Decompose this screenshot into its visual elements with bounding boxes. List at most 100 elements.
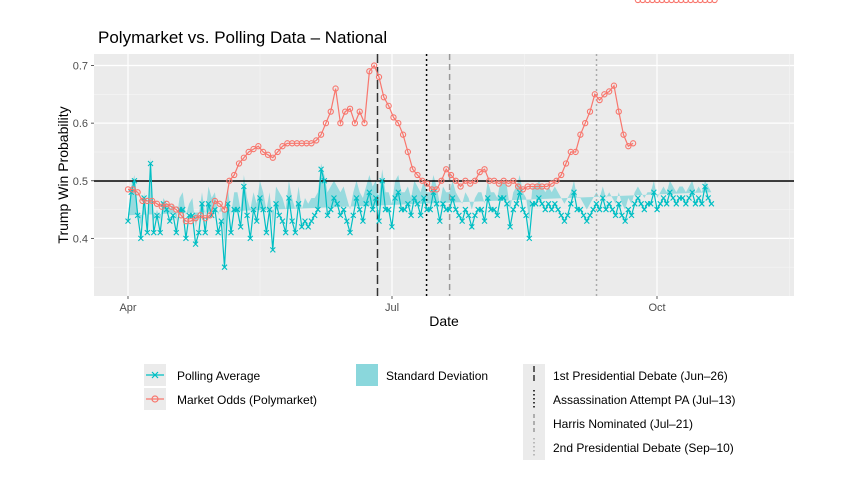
polling-point [289, 218, 296, 224]
polling-point [163, 206, 170, 213]
polling-point [558, 212, 565, 219]
polling-point [244, 212, 250, 219]
polling-point [350, 212, 357, 219]
series-market [124, 0, 718, 225]
polling-point [472, 212, 478, 219]
polling-point [523, 212, 529, 219]
market-point [346, 105, 354, 112]
polling-point [635, 195, 641, 201]
polling-point [609, 206, 616, 213]
market-point [395, 119, 402, 127]
polling-point [128, 189, 135, 196]
polling-point [631, 200, 638, 207]
polling-point [535, 195, 542, 201]
polling-point [215, 229, 221, 236]
polling-point [456, 212, 462, 219]
polling-point [131, 177, 138, 184]
polling-point [250, 206, 257, 213]
polling-point [379, 177, 386, 184]
polling-point [686, 195, 692, 201]
market-point [438, 177, 445, 184]
polling-point [516, 189, 523, 196]
polling-point [507, 223, 514, 230]
polling-point [286, 195, 292, 201]
market-point [274, 148, 281, 156]
legend-label-harris: Harris Nominated (Jul–21) [553, 417, 693, 431]
market-point [495, 180, 503, 187]
polling-point [702, 183, 708, 190]
market-point [562, 160, 570, 167]
polling-point [372, 195, 379, 201]
legend-label-polling: Polling Average [177, 369, 261, 383]
market-point [211, 197, 219, 205]
polling-point [279, 218, 286, 224]
polling-point [520, 206, 526, 213]
polling-point [571, 189, 577, 196]
polling-point [273, 200, 279, 207]
polling-point [376, 218, 382, 224]
polling-point [392, 195, 398, 201]
market-point [380, 94, 387, 101]
polling-point [682, 200, 689, 207]
polling-point [202, 229, 209, 236]
market-point [582, 119, 589, 127]
market-point [216, 200, 223, 207]
market-point [500, 177, 507, 184]
market-point [206, 212, 214, 219]
polling-point [705, 195, 712, 201]
market-point [457, 183, 464, 190]
x-tick-label: Oct [648, 302, 665, 314]
polling-point [468, 223, 475, 230]
polling-point [343, 218, 350, 224]
x-tick-label: Apr [119, 302, 136, 314]
polling-point [689, 189, 696, 196]
chart-title: Polymarket vs. Polling Data – National [98, 28, 387, 47]
market-point [572, 148, 579, 156]
polling-point [440, 200, 446, 207]
market-point [443, 166, 450, 173]
polling-point [221, 264, 228, 271]
market-point [187, 217, 194, 225]
polling-point [436, 218, 443, 224]
market-point [687, 0, 694, 4]
market-point [601, 91, 608, 98]
polling-point [404, 200, 411, 207]
y-tick-label: 0.7 [73, 61, 88, 73]
polling-point [510, 206, 517, 213]
polling-point [430, 189, 437, 196]
polling-point [269, 247, 276, 253]
market-point [245, 148, 252, 156]
polling-point [266, 206, 273, 213]
polling-point [513, 200, 520, 207]
polling-point [561, 218, 568, 224]
polling-point [327, 206, 334, 213]
polling-point [205, 200, 212, 207]
market-point [322, 119, 330, 127]
market-point [423, 180, 431, 187]
y-axis: 0.4 0.5 0.6 0.7 [73, 61, 94, 245]
polling-point [673, 200, 680, 207]
polling-point [427, 206, 434, 213]
polling-point [548, 206, 555, 213]
polling-point [622, 218, 629, 224]
polling-point [708, 200, 715, 207]
market-point [471, 177, 479, 184]
market-point [462, 177, 469, 184]
sd-band [128, 157, 712, 245]
polling-point [212, 206, 218, 213]
polling-point [237, 223, 244, 230]
market-point [163, 200, 170, 207]
polling-point [596, 206, 603, 213]
market-point [264, 151, 272, 158]
polling-point [282, 229, 289, 236]
market-point [682, 0, 690, 4]
market-point [399, 131, 407, 138]
market-point [250, 145, 257, 153]
market-point [192, 215, 199, 222]
market-point [409, 166, 416, 173]
polling-point [331, 195, 337, 201]
legend-label-band: Standard Deviation [386, 369, 488, 383]
legend-key-events-bg [523, 364, 545, 460]
market-point [414, 171, 421, 179]
polling-point [228, 229, 234, 236]
